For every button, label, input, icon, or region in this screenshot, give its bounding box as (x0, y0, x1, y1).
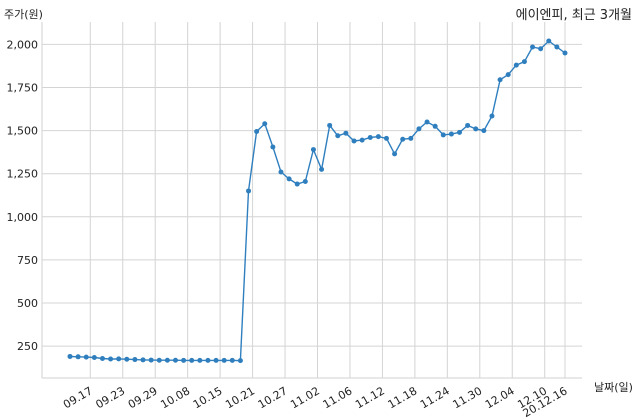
data-point (124, 356, 130, 362)
data-point (310, 147, 316, 153)
x-tick-label: 11.24 (418, 384, 452, 411)
x-tick-label: 11.02 (288, 384, 322, 411)
data-point (319, 166, 325, 172)
x-tick-label: 12.04 (483, 384, 517, 411)
data-point (521, 59, 527, 65)
x-axis-label: 날짜(일) (594, 381, 633, 394)
data-point (562, 50, 568, 56)
data-point (213, 357, 219, 363)
data-point (205, 357, 211, 363)
data-point (286, 176, 292, 182)
x-tick-label: 09.29 (126, 384, 160, 411)
data-point (505, 72, 511, 78)
data-point (132, 357, 138, 363)
y-tick-label: 500 (17, 297, 38, 310)
x-tick-label: 11.06 (321, 384, 355, 411)
y-axis-label: 주가(원) (4, 8, 43, 21)
y-tick-label: 1,500 (7, 125, 39, 138)
data-point (83, 354, 89, 360)
grid-lines (41, 22, 582, 379)
data-point (383, 135, 389, 141)
y-tick-label: 250 (17, 340, 38, 353)
data-point (246, 188, 252, 194)
y-tick-label: 1,750 (7, 82, 39, 95)
data-point (530, 44, 536, 50)
data-point (489, 113, 495, 119)
y-tick-label: 2,000 (7, 38, 39, 51)
data-point (294, 181, 300, 187)
data-point (116, 356, 122, 362)
data-point (432, 123, 438, 129)
data-point (457, 129, 463, 135)
price-series (67, 38, 568, 364)
data-point (148, 357, 154, 363)
chart-title: 에이엔피, 최근 3개월 (515, 8, 632, 23)
data-point (473, 126, 479, 132)
data-point (172, 357, 178, 363)
data-point (375, 134, 381, 140)
y-tick-label: 1,250 (7, 168, 39, 181)
data-point (359, 137, 365, 143)
data-point (335, 133, 341, 139)
data-point (481, 128, 487, 134)
data-point (164, 357, 170, 363)
data-point (197, 357, 203, 363)
x-tick-label: 09.23 (93, 384, 127, 411)
data-point (546, 38, 552, 44)
data-point (99, 356, 105, 362)
data-point (554, 44, 560, 50)
data-point (448, 131, 454, 137)
data-point (513, 62, 519, 68)
data-point (497, 77, 503, 83)
data-point (351, 138, 357, 144)
x-tick-label: 10.27 (256, 384, 290, 411)
data-point (108, 356, 114, 362)
y-axis-ticks: 250 500 750 1,000 1,250 1,500 1,750 2,000 (7, 38, 39, 353)
data-point (140, 357, 146, 363)
data-point (156, 357, 162, 363)
data-point (67, 353, 73, 359)
data-point (367, 135, 373, 141)
x-tick-label: 10.21 (223, 384, 257, 411)
x-tick-label: 11.18 (386, 384, 420, 411)
x-axis-ticks: 09.1709.2309.2910.0810.1510.2110.2711.02… (61, 384, 569, 419)
data-point (392, 151, 398, 157)
data-point (237, 358, 243, 364)
x-tick-label: 11.30 (451, 384, 485, 411)
x-tick-label: 10.15 (191, 384, 225, 411)
data-point (75, 354, 81, 360)
data-point (408, 135, 414, 141)
data-point (416, 126, 422, 132)
data-point (327, 122, 333, 128)
data-point (229, 357, 235, 363)
data-point (343, 130, 349, 136)
y-tick-label: 750 (17, 254, 38, 267)
data-point (538, 46, 544, 52)
data-point (270, 144, 276, 150)
y-tick-label: 1,000 (7, 211, 39, 224)
x-tick-label: 10.08 (158, 384, 192, 411)
data-point (181, 357, 187, 363)
data-point (424, 119, 430, 125)
data-point (278, 169, 284, 175)
data-point (189, 357, 195, 363)
data-point (302, 178, 308, 184)
x-tick-label: 09.17 (61, 384, 95, 411)
x-tick-label: 11.12 (353, 384, 387, 411)
data-point (221, 357, 227, 363)
data-point (440, 132, 446, 138)
data-point (91, 354, 97, 360)
data-point (465, 122, 471, 128)
data-point (400, 136, 406, 142)
data-point (254, 128, 260, 134)
data-point (262, 121, 268, 127)
